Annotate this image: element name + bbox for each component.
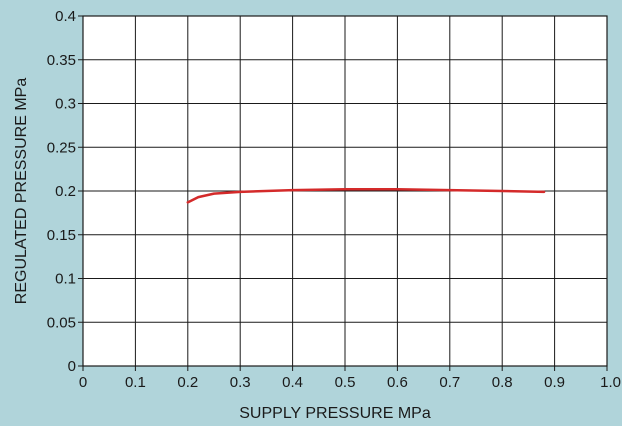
x-tick-label: 0.7 (439, 374, 460, 391)
y-tick-label: 0.3 (55, 96, 76, 113)
x-tick-label: 0.5 (335, 374, 356, 391)
y-tick-label: 0.4 (55, 8, 76, 25)
y-tick-label: 0.15 (47, 227, 76, 244)
y-tick-label: 0.35 (47, 52, 76, 69)
x-tick-label: 0.1 (125, 374, 146, 391)
y-tick-label: 0 (68, 358, 76, 375)
x-tick-label: 0.2 (177, 374, 198, 391)
y-tick-label: 0.1 (55, 271, 76, 288)
x-tick-label: 0.4 (282, 374, 303, 391)
y-axis-label: REGULATED PRESSURE MPa (13, 78, 30, 305)
grid (82, 15, 608, 367)
x-axis-ticks: 0 0.1 0.2 0.3 0.4 0.5 0.6 0.7 0.8 0.9 1.0 (79, 366, 621, 391)
y-tick-label: 0.05 (47, 314, 76, 331)
y-tick-label: 0.2 (55, 183, 76, 200)
series-group (186, 188, 546, 204)
x-tick-label: 1.0 (600, 374, 621, 391)
y-tick-label: 0.25 (47, 139, 76, 156)
x-tick-label: 0.8 (492, 374, 513, 391)
y-axis-ticks: 0 0.05 0.1 0.15 0.2 0.25 0.3 0.35 0.4 (47, 8, 83, 375)
x-tick-label: 0.6 (387, 374, 408, 391)
x-axis-label: SUPPLY PRESSURE MPa (239, 405, 431, 422)
series-line (186, 188, 546, 204)
x-tick-label: 0.3 (230, 374, 251, 391)
x-tick-label: 0 (79, 374, 87, 391)
x-tick-label: 0.9 (544, 374, 565, 391)
